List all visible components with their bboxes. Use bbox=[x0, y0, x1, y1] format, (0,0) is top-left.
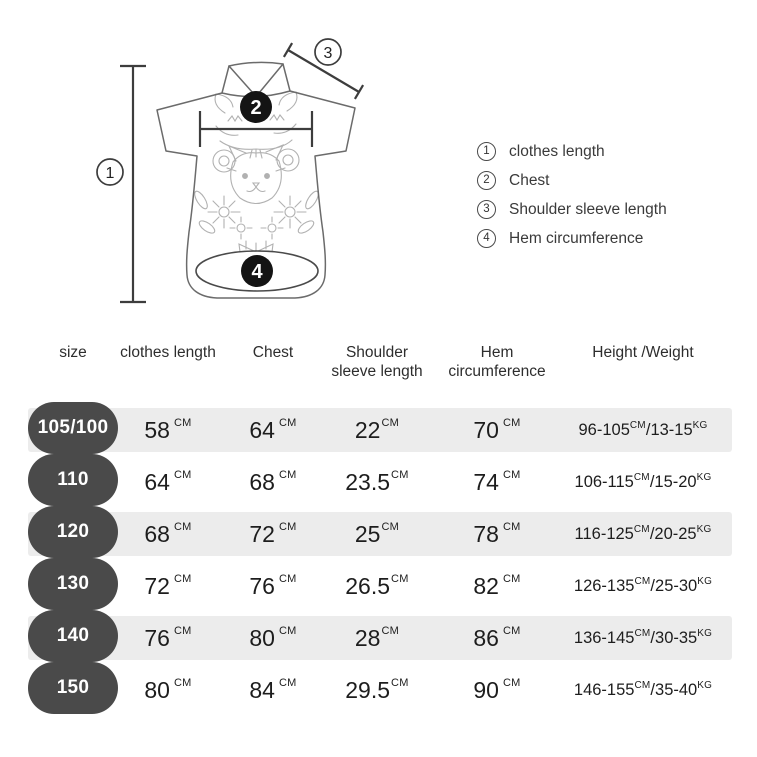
height-weight-value: 116-125 CM/20-25 KG bbox=[574, 523, 712, 543]
header-chest: Chest bbox=[252, 344, 294, 361]
shoulder-sleeve-value: 25 CM bbox=[354, 520, 400, 547]
chest-value: 68 CM bbox=[249, 468, 297, 495]
shoulder-sleeve-value: 26.5 CM bbox=[345, 572, 409, 599]
size-cell: 130 bbox=[28, 558, 118, 610]
header-clothes-length: clothes length bbox=[120, 344, 216, 361]
hem-circumference-value: 82 CM bbox=[473, 572, 521, 599]
table-row: 150 80 CM 84 CM 29.5 CM 90 CM 146-155 CM/35-4… bbox=[28, 662, 732, 714]
size-cell: 140 bbox=[28, 610, 118, 662]
header-shoulder-sleeve-length: Shoulder sleeve length bbox=[331, 344, 423, 380]
size-badge: 150 bbox=[28, 662, 118, 714]
height-weight-value: 126-135 CM/25-30 KG bbox=[573, 575, 713, 595]
shoulder-sleeve-value: 23.5 CM bbox=[345, 468, 409, 495]
size-cell: 110 bbox=[28, 454, 118, 506]
size-badge: 110 bbox=[28, 454, 118, 506]
table-row: 105/100 58 CM 64 CM 22 CM 70 CM 96-105 CM/13-… bbox=[28, 402, 732, 454]
circled-number-icon: 3 bbox=[477, 200, 496, 219]
hem-circumference-value: 86 CM bbox=[473, 624, 521, 651]
table-row: 130 72 CM 76 CM 26.5 CM 82 CM 126-135 CM/25-3… bbox=[28, 558, 732, 610]
circled-number-icon: 2 bbox=[477, 171, 496, 190]
header-hem-circumference: Hem circumference bbox=[448, 344, 546, 380]
legend: 1 clothes length 2 Chest 3 Shoulder slee… bbox=[477, 142, 667, 258]
circled-number-icon: 4 bbox=[477, 229, 496, 248]
table-row: 140 76 CM 80 CM 28 CM 86 CM 136-145 CM/30-35 K… bbox=[28, 610, 732, 662]
size-cell: 105/100 bbox=[28, 402, 118, 454]
clothes-length-value: 76 CM bbox=[144, 624, 192, 651]
shoulder-sleeve-value: 22 CM bbox=[354, 416, 400, 443]
size-table-body: 105/100 58 CM 64 CM 22 CM 70 CM 96-105 CM/13-… bbox=[28, 402, 732, 720]
size-badge: 120 bbox=[28, 506, 118, 558]
size-cell: 150 bbox=[28, 662, 118, 714]
legend-item: 3 Shoulder sleeve length bbox=[477, 200, 667, 219]
svg-text:1: 1 bbox=[106, 165, 115, 182]
clothes-length-value: 80 CM bbox=[144, 676, 192, 703]
badge-4-icon: 4 bbox=[241, 255, 273, 287]
clothes-length-value: 64 CM bbox=[144, 468, 192, 495]
chest-value: 76 CM bbox=[249, 572, 297, 599]
chest-value: 72 CM bbox=[249, 520, 297, 547]
hem-circumference-value: 78 CM bbox=[473, 520, 521, 547]
legend-label: Shoulder sleeve length bbox=[509, 200, 667, 218]
height-weight-value: 146-155 CM/35-40 KG bbox=[573, 679, 713, 699]
table-header: size clothes length Chest Shoulder sleev… bbox=[28, 343, 732, 381]
clothes-length-line bbox=[120, 64, 146, 304]
shoulder-sleeve-value: 29.5 CM bbox=[345, 676, 409, 703]
legend-item: 2 Chest bbox=[477, 171, 667, 190]
legend-label: Chest bbox=[509, 171, 550, 189]
hem-circumference-value: 70 CM bbox=[473, 416, 521, 443]
size-badge: 140 bbox=[28, 610, 118, 662]
legend-item: 1 clothes length bbox=[477, 142, 667, 161]
circled-1-icon: 1 bbox=[96, 158, 124, 186]
legend-label: clothes length bbox=[509, 142, 605, 160]
clothes-length-value: 72 CM bbox=[144, 572, 192, 599]
size-badge: 105/100 bbox=[28, 402, 118, 454]
chest-value: 64 CM bbox=[249, 416, 297, 443]
height-weight-value: 136-145 CM/30-35 KG bbox=[573, 627, 713, 647]
svg-text:2: 2 bbox=[250, 97, 261, 119]
size-cell: 120 bbox=[28, 506, 118, 558]
svg-text:3: 3 bbox=[324, 45, 333, 62]
table-row: 110 64 CM 68 CM 23.5 CM 74 CM 106-115 CM/15-2… bbox=[28, 454, 732, 506]
legend-label: Hem circumference bbox=[509, 229, 644, 247]
shoulder-sleeve-value: 28 CM bbox=[354, 624, 400, 651]
hem-circumference-value: 74 CM bbox=[473, 468, 521, 495]
shoulder-sleeve-line bbox=[282, 42, 365, 100]
clothes-length-value: 58 CM bbox=[144, 416, 192, 443]
circled-3-icon: 3 bbox=[314, 38, 342, 66]
size-badge: 130 bbox=[28, 558, 118, 610]
clothes-length-value: 68 CM bbox=[144, 520, 192, 547]
hem-circumference-value: 90 CM bbox=[473, 676, 521, 703]
header-height-weight: Height /Weight bbox=[592, 344, 694, 361]
circled-number-icon: 1 bbox=[477, 142, 496, 161]
cat-flower-artwork bbox=[194, 91, 319, 268]
chest-value: 84 CM bbox=[249, 676, 297, 703]
legend-item: 4 Hem circumference bbox=[477, 229, 667, 248]
height-weight-value: 106-115 CM/15-20 KG bbox=[574, 471, 712, 491]
svg-text:4: 4 bbox=[251, 261, 263, 283]
header-size: size bbox=[59, 344, 87, 361]
garment-diagram: 1 2 3 4 bbox=[96, 38, 365, 304]
badge-2-icon: 2 bbox=[240, 91, 272, 123]
chest-line bbox=[198, 111, 314, 147]
height-weight-value: 96-105 CM/13-15 KG bbox=[578, 419, 708, 439]
table-row: 120 68 CM 72 CM 25 CM 78 CM 116-125 CM/20-25 K… bbox=[28, 506, 732, 558]
chest-value: 80 CM bbox=[249, 624, 297, 651]
